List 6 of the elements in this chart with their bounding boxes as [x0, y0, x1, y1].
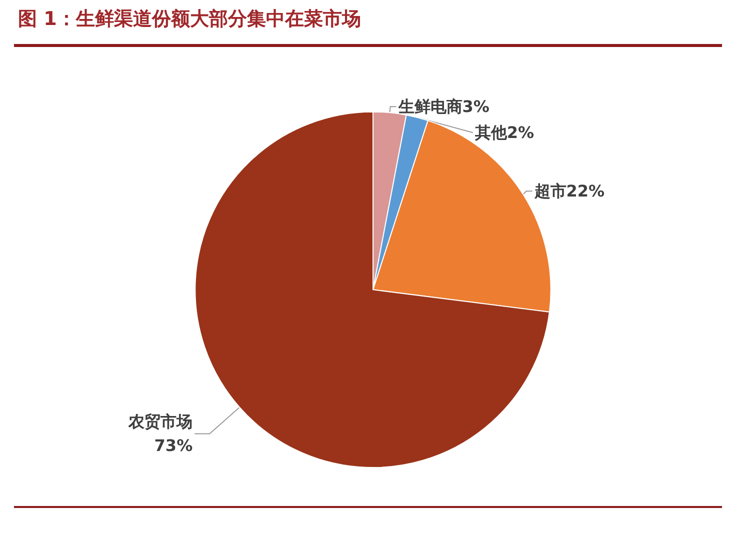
chart-title: 图 1：生鲜渠道份额大部分集中在菜市场 [18, 7, 361, 32]
slice-label: 农贸市场 [128, 412, 193, 432]
slice-label: 其他2% [474, 123, 534, 142]
slice-label: 生鲜电商3% [397, 97, 490, 116]
data-label: 73% [154, 436, 193, 456]
slice-label: 超市22% [533, 182, 605, 201]
